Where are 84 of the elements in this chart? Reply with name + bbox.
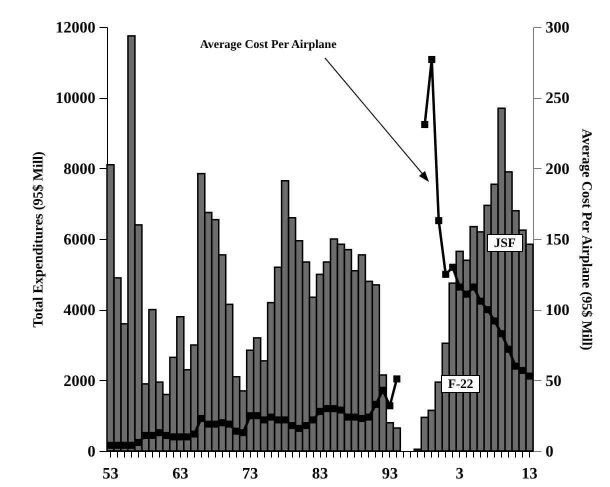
point: [344, 414, 352, 421]
x-tick-label: 93: [382, 466, 398, 482]
point: [128, 442, 135, 449]
point: [198, 414, 205, 422]
point: [358, 414, 366, 422]
point: [456, 284, 464, 291]
y2-tick-label: 200: [546, 160, 570, 178]
y-tick-label: 2000: [64, 372, 96, 390]
point: [114, 442, 122, 449]
x-tick-label: 3: [456, 466, 464, 482]
x-tick-label: 53: [102, 466, 118, 482]
point: [428, 56, 436, 64]
point: [337, 406, 344, 414]
y-tick-label: 12000: [56, 20, 96, 36]
point: [316, 408, 324, 415]
y2-tick-label: 0: [546, 444, 554, 460]
point: [296, 424, 303, 432]
point: [246, 412, 254, 420]
annotation: F-22: [441, 375, 480, 393]
y2-tick-label: 300: [546, 20, 570, 36]
point: [393, 375, 400, 382]
point: [421, 120, 428, 128]
y2-tick-label: 250: [546, 90, 570, 108]
y-axis-title: Total Expenditures (95$ Mill): [32, 151, 46, 328]
point: [470, 284, 478, 291]
point: [204, 420, 212, 428]
x-tick-label: 63: [172, 466, 188, 482]
point: [491, 317, 498, 325]
point: [106, 442, 114, 449]
point: [512, 362, 520, 370]
point: [156, 429, 163, 436]
point: [435, 217, 442, 224]
point: [302, 422, 310, 430]
point: [260, 416, 268, 424]
y-tick-label: 6000: [64, 232, 96, 248]
point: [484, 306, 492, 314]
y-tick-label: 8000: [64, 160, 96, 178]
point: [176, 433, 184, 440]
y2-tick-label: 100: [546, 302, 570, 320]
y-tick-label: 0: [88, 444, 96, 460]
point: [212, 420, 219, 428]
point: [282, 416, 289, 424]
point: [323, 405, 331, 412]
point: [274, 416, 282, 424]
point: [142, 432, 149, 439]
point: [232, 428, 240, 435]
point: [120, 442, 128, 449]
y2-axis-title: Average Cost Per Airplane (95$ Mill): [578, 128, 594, 351]
point: [442, 270, 450, 278]
point: [240, 429, 247, 436]
x-tick-label: 13: [522, 466, 538, 482]
point: [526, 372, 534, 380]
y2-tick-label: 50: [546, 372, 562, 390]
point: [351, 414, 358, 421]
point: [386, 402, 394, 410]
point: [190, 430, 198, 438]
point: [226, 420, 233, 428]
point: [254, 412, 261, 420]
x-tick-label: 83: [312, 466, 328, 482]
point: [218, 419, 226, 426]
point: [170, 433, 177, 440]
point: [505, 346, 512, 353]
point: [477, 298, 484, 305]
point: [268, 414, 275, 421]
point: [518, 366, 526, 374]
y-tick-label: 10000: [56, 90, 96, 108]
point: [134, 438, 142, 446]
point: [498, 330, 506, 338]
point: [449, 264, 456, 271]
annotation: Average Cost Per Airplane: [200, 37, 337, 52]
point: [372, 400, 380, 408]
point: [379, 386, 386, 394]
y2-tick-label: 150: [546, 232, 570, 248]
point: [288, 422, 296, 430]
point: [162, 432, 170, 439]
point: [463, 290, 470, 298]
point: [148, 432, 156, 439]
point: [330, 405, 338, 412]
annotation: JSF: [487, 234, 523, 252]
x-tick-label: 73: [242, 466, 258, 482]
y-tick-label: 4000: [64, 302, 96, 320]
point: [184, 433, 191, 440]
point: [365, 414, 372, 421]
point: [309, 416, 317, 424]
